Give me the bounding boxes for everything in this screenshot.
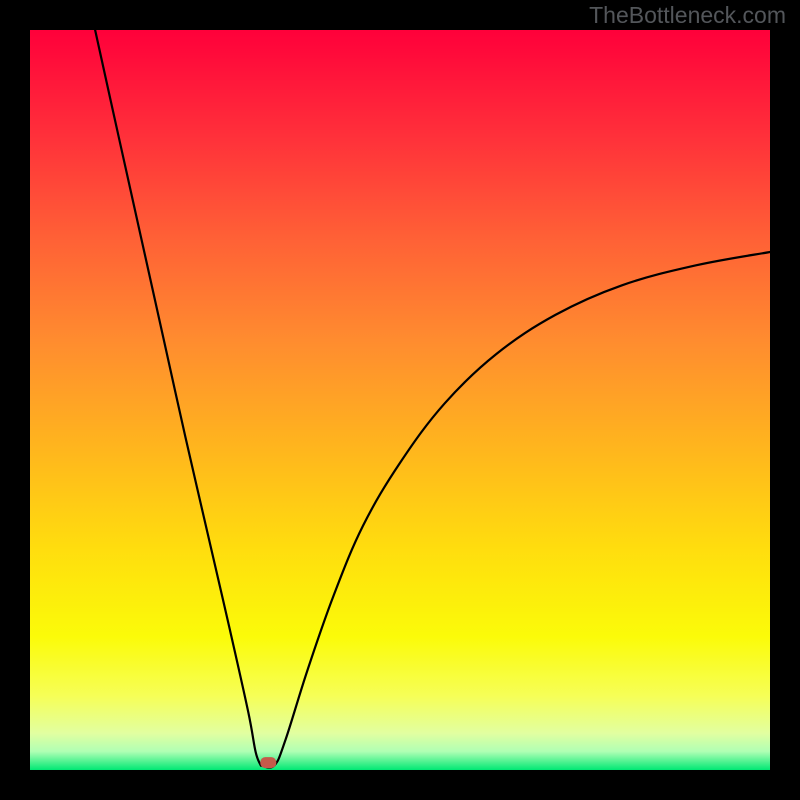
watermark-text: TheBottleneck.com xyxy=(589,2,786,29)
chart-frame: TheBottleneck.com xyxy=(0,0,800,800)
plot-area xyxy=(30,30,770,770)
